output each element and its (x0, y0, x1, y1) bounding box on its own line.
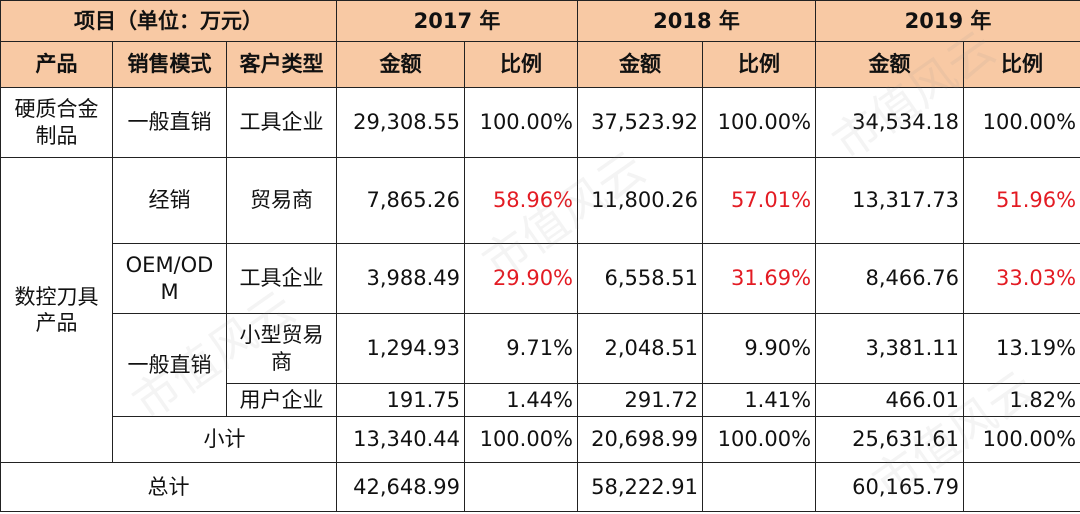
customer-cell: 工具企业 (226, 243, 337, 314)
header-row-columns: 产品 销售模式 客户类型 金额 比例 金额 比例 金额 比例 (0, 41, 1080, 88)
mode-cell: OEM/ODM (112, 243, 227, 314)
amount-cell: 3,988.49 (336, 243, 465, 314)
amount-cell: 191.75 (336, 383, 465, 417)
amount-cell: 11,800.26 (577, 157, 704, 244)
amount-cell: 37,523.92 (577, 87, 704, 158)
ratio-header-2018: 比例 (702, 41, 817, 88)
ratio-header-2017: 比例 (463, 41, 579, 88)
amount-cell: 7,865.26 (336, 157, 465, 244)
ratio-cell: 1.82% (963, 383, 1080, 417)
amount-cell: 58,222.91 (577, 462, 704, 512)
table-row-total: 总计 42,648.99 58,222.91 60,165.79 (0, 462, 1080, 512)
table-row-small-trader: 一般直销 小型贸易商 1,294.93 9.71% 2,048.51 9.90%… (1, 313, 1080, 417)
customer-cell: 用户企业 (226, 383, 337, 417)
ratio-cell: 1.44% (463, 383, 579, 417)
ratio-cell: 100.00% (963, 87, 1080, 158)
table-row-subtotal: 小计 13,340.44 100.00% 20,698.99 100.00% 2… (1, 416, 1080, 463)
ratio-cell: 13.19% (963, 313, 1080, 384)
customer-type-header: 客户类型 (226, 41, 337, 88)
product-header: 产品 (0, 41, 113, 88)
table-row-oem: OEM/ODM 工具企业 3,988.49 29.90% 6,558.51 31… (1, 243, 1080, 314)
customer-cell: 小型贸易商 (226, 313, 337, 384)
table-row-distribution: 数控刀具产品 经销 贸易商 7,865.26 58.96% 11,800.26 … (0, 157, 1080, 463)
amount-cell: 291.72 (577, 383, 704, 417)
mode-cell: 一般直销 (112, 313, 227, 417)
ratio-cell: 57.01% (702, 157, 817, 244)
ratio-cell: 100.00% (702, 416, 817, 463)
amount-cell: 466.01 (815, 383, 965, 417)
ratio-cell-empty (702, 462, 817, 512)
customer-cell: 工具企业 (226, 87, 337, 158)
amount-cell: 42,648.99 (336, 462, 465, 512)
amount-cell: 25,631.61 (815, 416, 965, 463)
ratio-cell-empty (463, 462, 579, 512)
ratio-header-2019: 比例 (963, 41, 1080, 88)
amount-header-2019: 金额 (815, 41, 965, 88)
product-cell-cnc: 数控刀具产品 (0, 157, 113, 463)
amount-cell: 6,558.51 (577, 243, 704, 314)
ratio-cell: 33.03% (963, 243, 1080, 314)
product-cell-hard-alloy: 硬质合金制品 (0, 87, 113, 158)
ratio-cell: 9.71% (463, 313, 579, 384)
ratio-cell: 100.00% (702, 87, 817, 158)
amount-cell: 8,466.76 (815, 243, 965, 314)
item-unit-header: 项目（单位：万元） (0, 0, 337, 42)
header-row-years: 项目（单位：万元） 2017 年 2018 年 2019 年 (0, 0, 1080, 42)
subtotal-label: 小计 (112, 416, 337, 463)
ratio-cell: 100.00% (463, 87, 579, 158)
ratio-cell: 51.96% (963, 157, 1080, 244)
amount-cell: 60,165.79 (815, 462, 965, 512)
amount-cell: 1,294.93 (336, 313, 465, 384)
ratio-cell: 9.90% (702, 313, 817, 384)
amount-cell: 2,048.51 (577, 313, 704, 384)
year-header-2017: 2017 年 (335, 0, 579, 42)
year-header-2018: 2018 年 (577, 0, 817, 42)
amount-cell: 13,340.44 (336, 416, 465, 463)
sales-mode-header: 销售模式 (112, 41, 227, 88)
amount-header-2018: 金额 (577, 41, 704, 88)
total-label: 总计 (0, 462, 337, 512)
table-row-hard-alloy: 硬质合金制品 一般直销 工具企业 29,308.55 100.00% 37,52… (0, 87, 1080, 158)
amount-cell: 34,534.18 (815, 87, 965, 158)
ratio-cell: 1.41% (702, 383, 817, 417)
mode-cell: 一般直销 (112, 87, 227, 158)
ratio-cell: 31.69% (702, 243, 817, 314)
amount-header-2017: 金额 (336, 41, 465, 88)
amount-cell: 3,381.11 (815, 313, 965, 384)
ratio-cell-empty (963, 462, 1080, 512)
ratio-cell: 100.00% (463, 416, 579, 463)
year-header-2019: 2019 年 (815, 0, 1080, 42)
ratio-cell: 58.96% (463, 157, 579, 244)
amount-cell: 20,698.99 (577, 416, 704, 463)
mode-cell: 经销 (112, 157, 227, 244)
customer-cell: 贸易商 (226, 157, 337, 244)
ratio-cell: 29.90% (463, 243, 579, 314)
amount-cell: 29,308.55 (336, 87, 465, 158)
ratio-cell: 100.00% (963, 416, 1080, 463)
amount-cell: 13,317.73 (815, 157, 965, 244)
